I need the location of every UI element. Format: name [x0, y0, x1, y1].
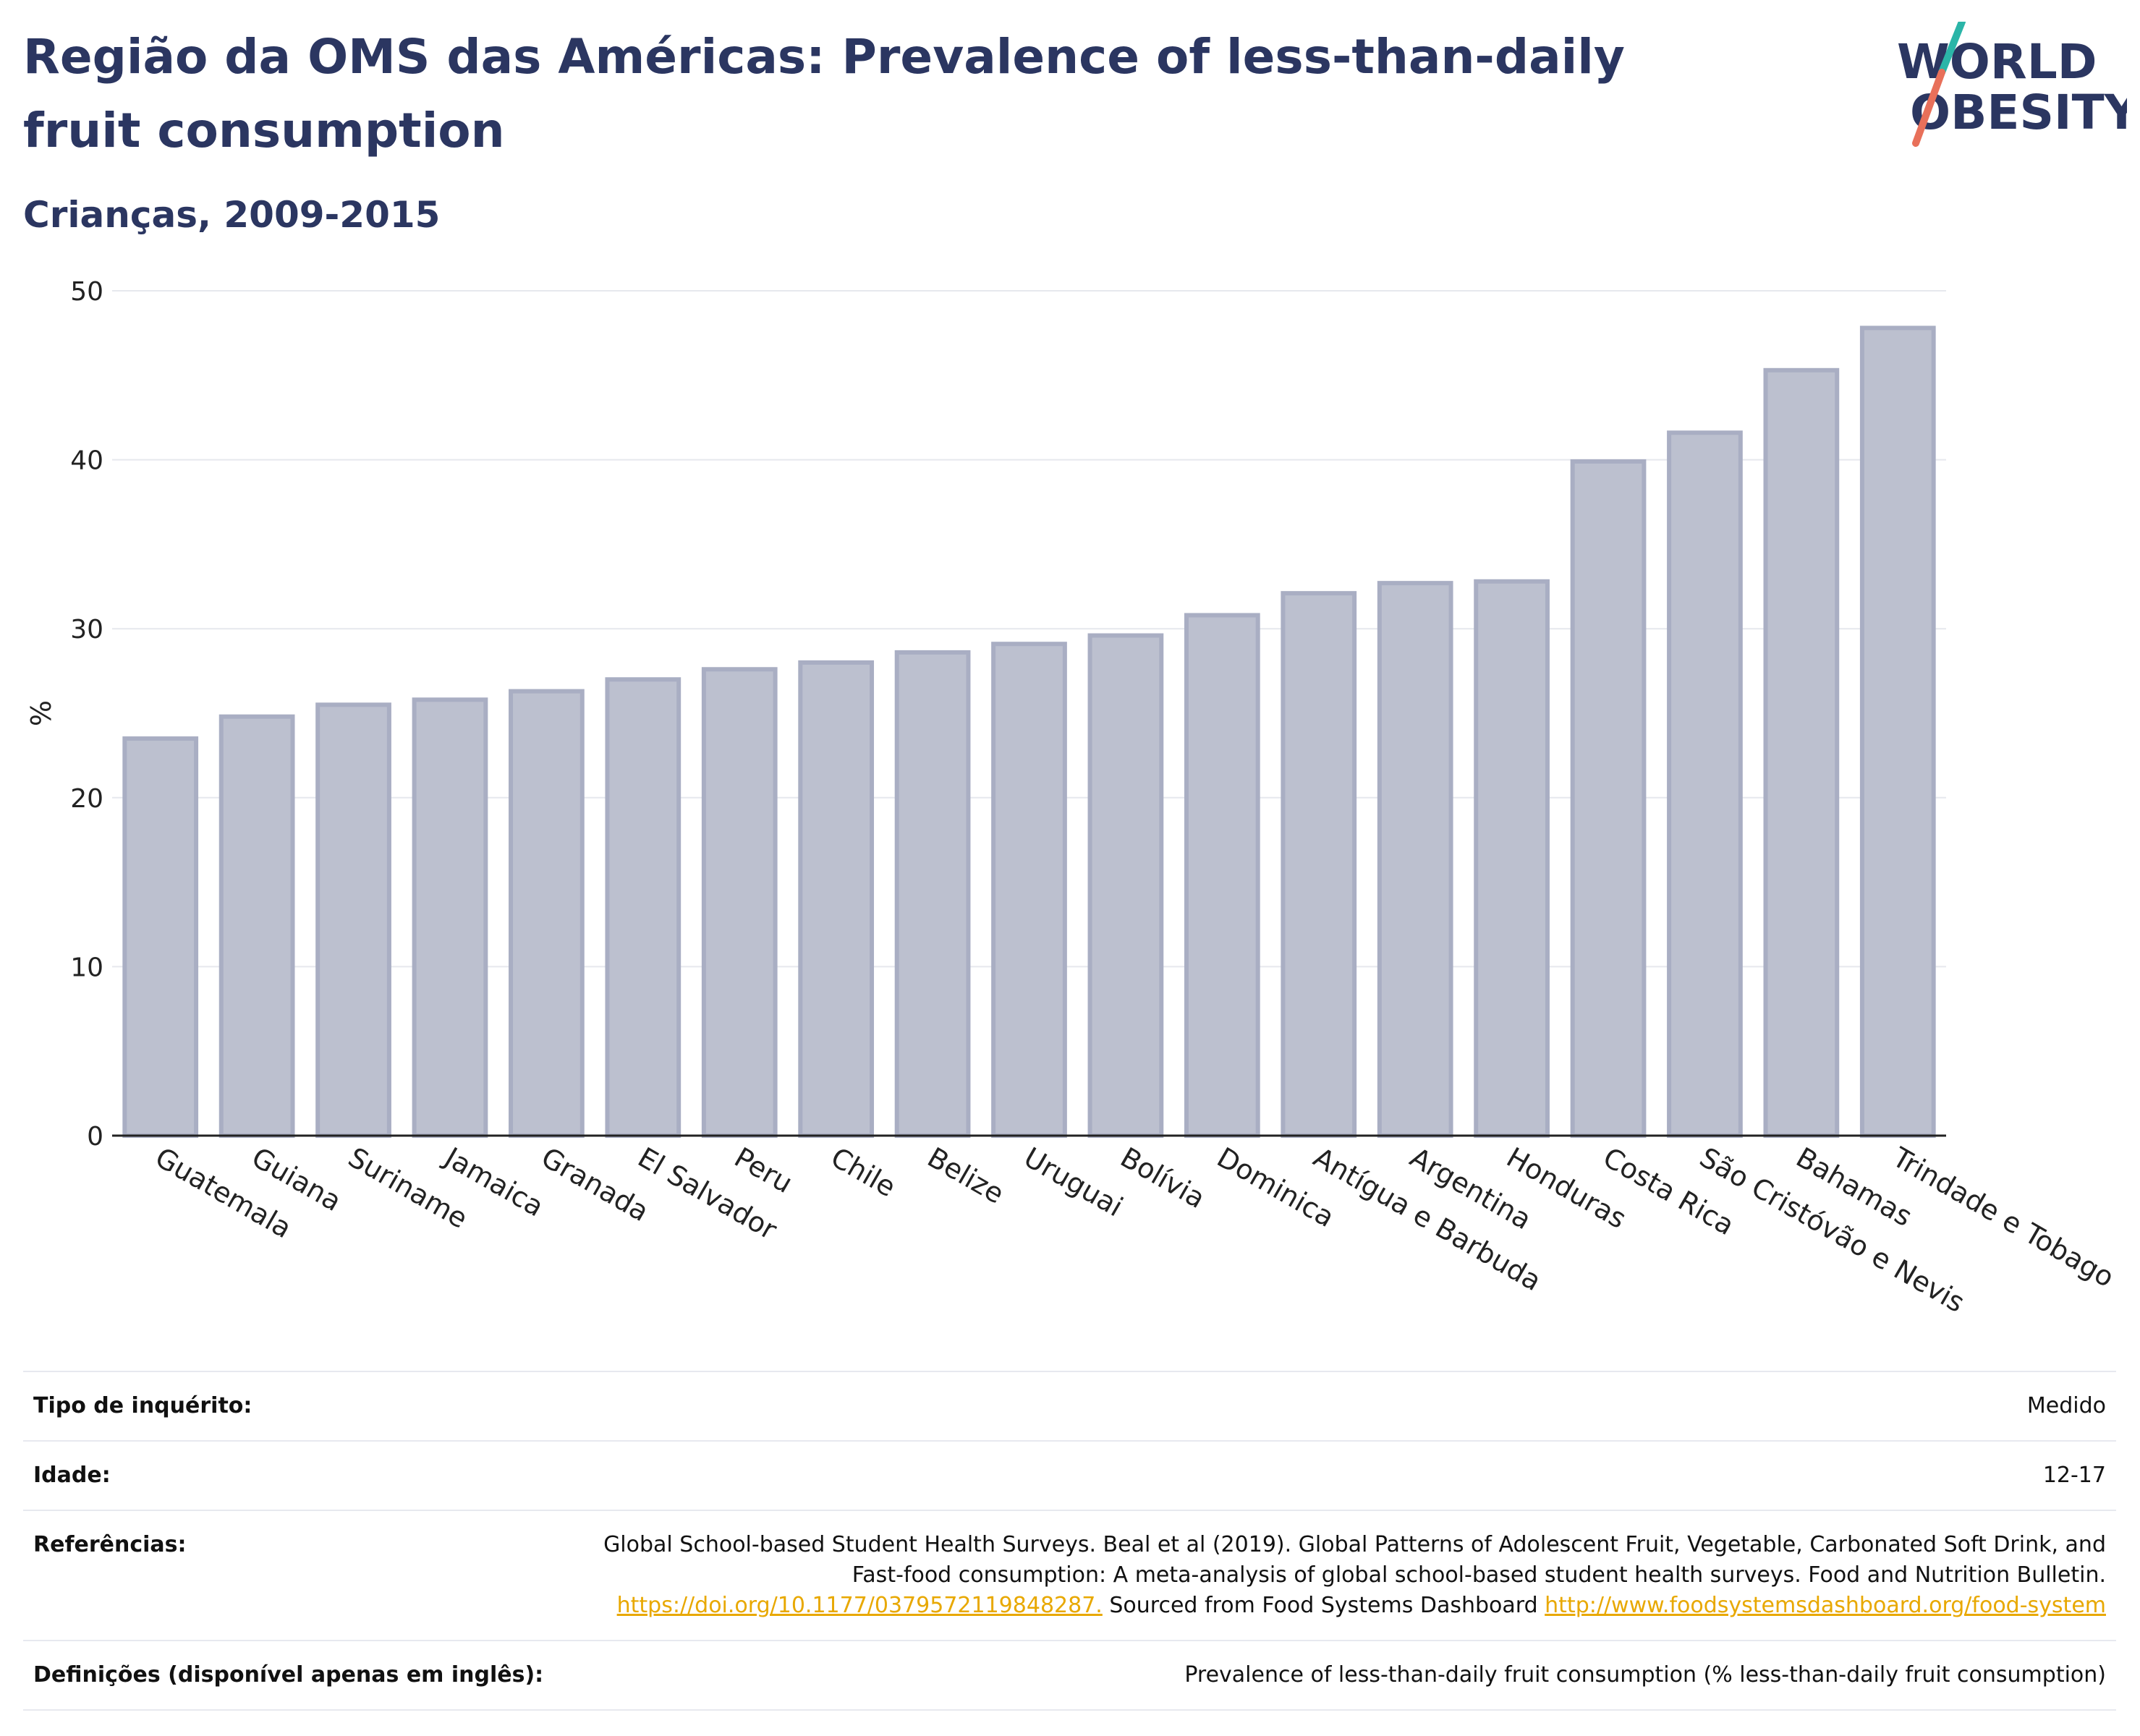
age-label: Idade:: [33, 1463, 111, 1488]
world-obesity-logo: WORLD OBESITY: [1897, 22, 2127, 147]
doi-link[interactable]: https://doi.org/10.1177/0379572119848287…: [616, 1593, 1103, 1618]
x-tick-label: Chile: [825, 1141, 901, 1204]
y-tick-label: 0: [87, 1122, 103, 1152]
bar: [701, 667, 778, 1138]
food-systems-dashboard-link[interactable]: http://www.foodsystemsdashboard.org/food…: [1545, 1593, 2106, 1618]
x-tick-label: Belize: [922, 1141, 1010, 1210]
y-tick-label: 10: [70, 953, 103, 982]
definitions-label: Definições (disponível apenas em inglês)…: [33, 1662, 544, 1688]
bar: [1377, 581, 1453, 1138]
bar: [894, 650, 971, 1138]
bar: [1474, 579, 1550, 1138]
bar: [509, 689, 585, 1138]
info-row-references: Referências: Global School-based Student…: [23, 1511, 2116, 1641]
chart-subtitle: Crianças, 2009-2015: [23, 194, 441, 236]
info-row-age: Idade: 12-17: [23, 1442, 2116, 1511]
y-tick-labels: 0 10 20 30 40 50: [70, 277, 103, 1152]
survey-type-value: Medido: [2026, 1393, 2106, 1418]
bar: [1763, 367, 1840, 1139]
y-tick-label: 40: [70, 446, 103, 476]
bar: [412, 697, 488, 1138]
references-text: Global School-based Student Health Surve…: [603, 1532, 2106, 1588]
info-row-definitions: Definições (disponível apenas em inglês)…: [23, 1641, 2116, 1711]
bars: [112, 326, 1946, 1139]
y-tick-label: 30: [70, 615, 103, 644]
logo-slash-red: [1912, 69, 1945, 147]
bar: [315, 702, 391, 1138]
references-middle: Sourced from Food Systems Dashboard: [1102, 1593, 1545, 1618]
bar: [218, 714, 295, 1138]
x-tick-label: Peru: [729, 1141, 798, 1199]
info-row-survey-type: Tipo de inquérito: Medido: [23, 1372, 2116, 1442]
references-label: Referências:: [33, 1532, 187, 1557]
info-table: Tipo de inquérito: Medido Idade: 12-17 R…: [23, 1371, 2116, 1711]
bar: [605, 677, 682, 1138]
bar: [122, 736, 199, 1138]
logo-text-world: WORLD: [1897, 34, 2097, 90]
x-tick-label: Uruguai: [1019, 1141, 1129, 1223]
x-tick-label: Bolívia: [1115, 1141, 1210, 1214]
x-tick-labels: GuatemalaGuianaSurinameJamaicaGranadaEl …: [150, 1141, 2119, 1319]
y-axis-label: %: [25, 700, 57, 726]
chart-title: Região da OMS das Américas: Prevalence o…: [23, 29, 1625, 158]
survey-type-label: Tipo de inquérito:: [33, 1393, 252, 1418]
bar: [798, 660, 875, 1138]
references-value: Global School-based Student Health Surve…: [551, 1530, 2106, 1621]
age-value: 12-17: [2042, 1463, 2106, 1488]
definitions-value: Prevalence of less-than-daily fruit cons…: [1184, 1662, 2106, 1688]
bar: [1859, 326, 1936, 1139]
bar-chart: 0 10 20 30 40 50 GuatemalaGuianaSurinameJamai…: [25, 277, 2120, 1319]
logo-slash-teal: [1938, 22, 1966, 76]
bar: [1281, 591, 1357, 1139]
y-tick-label: 20: [70, 784, 103, 814]
bar: [1570, 459, 1647, 1139]
bar: [1087, 633, 1164, 1138]
y-tick-label: 50: [70, 277, 103, 307]
bar: [1667, 430, 1743, 1138]
bar: [1184, 613, 1260, 1138]
bar: [991, 642, 1067, 1138]
logo-text-obesity: OBESITY: [1910, 85, 2127, 140]
x-tick-label: Granada: [536, 1141, 654, 1228]
